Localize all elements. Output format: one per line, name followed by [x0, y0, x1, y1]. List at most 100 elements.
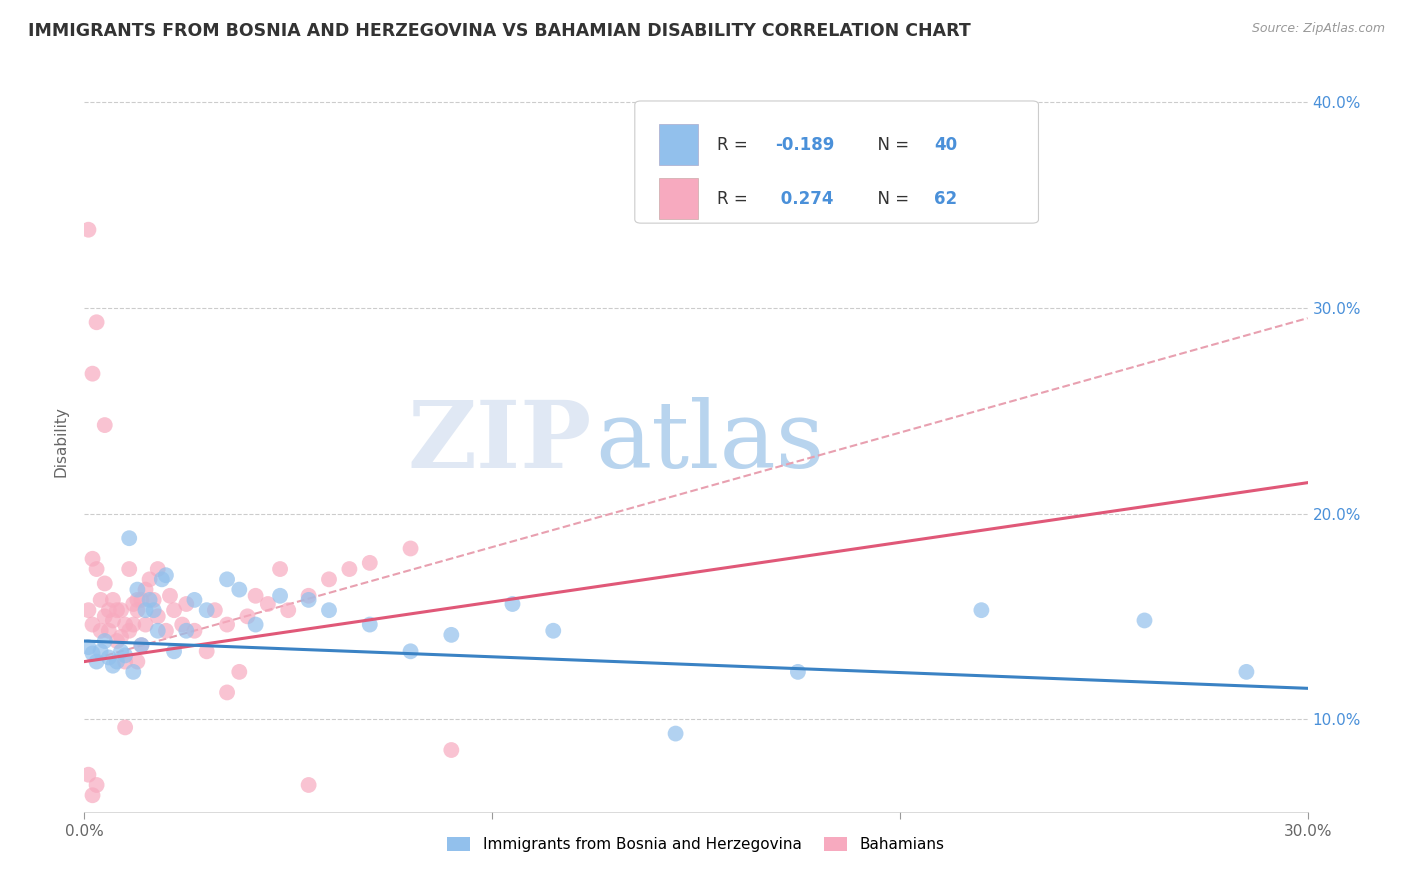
- Point: [318, 603, 340, 617]
- Point: [82, 367, 104, 381]
- Point: [135, 603, 157, 617]
- Point: [146, 562, 169, 576]
- Point: [146, 609, 169, 624]
- Text: R =: R =: [717, 136, 752, 153]
- Point: [138, 593, 160, 607]
- Point: [114, 655, 136, 669]
- Point: [217, 617, 239, 632]
- Point: [228, 665, 250, 679]
- Point: [86, 562, 108, 576]
- Point: [135, 582, 157, 597]
- Point: [502, 597, 524, 611]
- FancyBboxPatch shape: [659, 178, 699, 219]
- Point: [269, 562, 291, 576]
- Point: [97, 650, 120, 665]
- Point: [339, 562, 361, 576]
- Point: [174, 624, 197, 638]
- Point: [118, 531, 141, 545]
- Text: Source: ZipAtlas.com: Source: ZipAtlas.com: [1251, 22, 1385, 36]
- Point: [105, 655, 128, 669]
- Point: [1236, 665, 1258, 679]
- Point: [298, 593, 321, 607]
- Point: [82, 551, 104, 566]
- Point: [127, 593, 149, 607]
- Point: [163, 644, 186, 658]
- Point: [155, 568, 177, 582]
- Text: R =: R =: [717, 190, 752, 208]
- Point: [183, 624, 205, 638]
- Point: [82, 789, 104, 803]
- Point: [228, 582, 250, 597]
- Text: 62: 62: [935, 190, 957, 208]
- Point: [122, 665, 145, 679]
- Point: [217, 685, 239, 699]
- FancyBboxPatch shape: [659, 125, 699, 165]
- Point: [101, 593, 124, 607]
- Point: [543, 624, 565, 638]
- Point: [257, 597, 280, 611]
- Point: [159, 589, 181, 603]
- Point: [665, 726, 688, 740]
- FancyBboxPatch shape: [636, 101, 1039, 223]
- Point: [359, 556, 381, 570]
- Point: [110, 603, 132, 617]
- Point: [110, 644, 132, 658]
- Text: 40: 40: [935, 136, 957, 153]
- Point: [174, 597, 197, 611]
- Text: 0.274: 0.274: [776, 190, 834, 208]
- Point: [110, 630, 132, 644]
- Point: [245, 617, 267, 632]
- Point: [138, 572, 160, 586]
- Point: [245, 589, 267, 603]
- Point: [93, 634, 115, 648]
- Point: [97, 624, 120, 638]
- Point: [93, 576, 115, 591]
- Point: [122, 597, 145, 611]
- Point: [93, 418, 115, 433]
- Point: [127, 582, 149, 597]
- Point: [298, 778, 321, 792]
- Point: [122, 617, 145, 632]
- Text: -0.189: -0.189: [776, 136, 835, 153]
- Point: [77, 603, 100, 617]
- Point: [77, 223, 100, 237]
- Point: [399, 541, 422, 556]
- Point: [440, 628, 463, 642]
- Point: [277, 603, 299, 617]
- Point: [90, 624, 112, 638]
- Point: [399, 644, 422, 658]
- Point: [236, 609, 259, 624]
- Point: [93, 609, 115, 624]
- Point: [150, 572, 173, 586]
- Y-axis label: Disability: Disability: [53, 406, 69, 477]
- Point: [82, 617, 104, 632]
- Point: [142, 603, 165, 617]
- Point: [127, 655, 149, 669]
- Point: [970, 603, 993, 617]
- Point: [163, 603, 186, 617]
- Point: [318, 572, 340, 586]
- Point: [135, 617, 157, 632]
- Point: [131, 593, 153, 607]
- Point: [298, 589, 321, 603]
- Point: [1133, 614, 1156, 628]
- Point: [101, 658, 124, 673]
- Point: [155, 624, 177, 638]
- Point: [269, 589, 291, 603]
- Point: [90, 644, 112, 658]
- Point: [114, 648, 136, 663]
- Point: [195, 603, 218, 617]
- Point: [787, 665, 810, 679]
- Point: [440, 743, 463, 757]
- Point: [359, 617, 381, 632]
- Point: [217, 572, 239, 586]
- Point: [172, 617, 194, 632]
- Point: [86, 778, 108, 792]
- Point: [101, 614, 124, 628]
- Point: [114, 617, 136, 632]
- Text: N =: N =: [868, 190, 914, 208]
- Point: [86, 655, 108, 669]
- Text: ZIP: ZIP: [408, 397, 592, 486]
- Text: N =: N =: [868, 136, 914, 153]
- Point: [146, 624, 169, 638]
